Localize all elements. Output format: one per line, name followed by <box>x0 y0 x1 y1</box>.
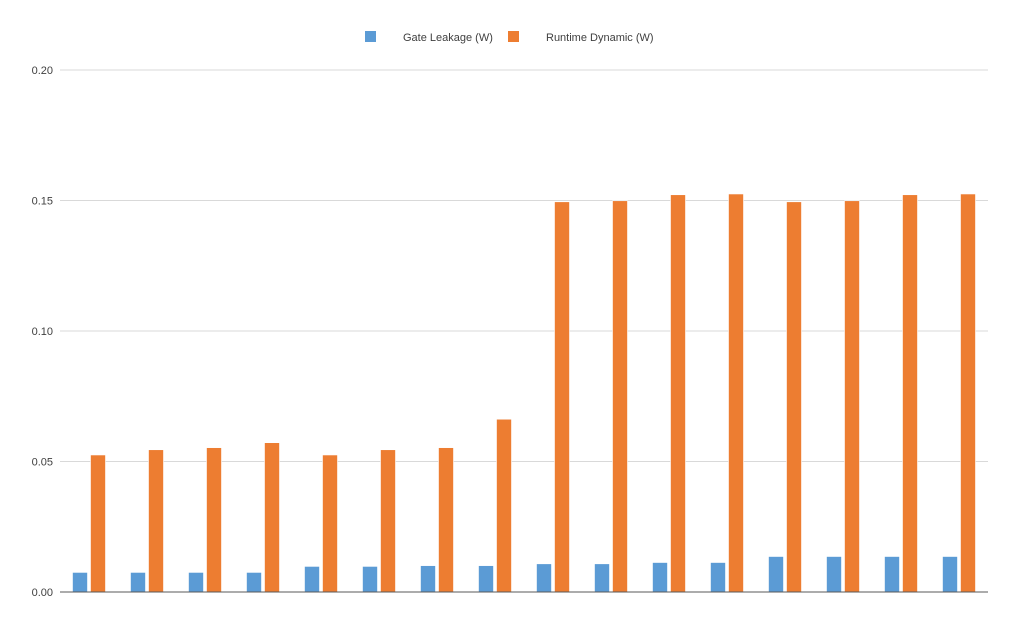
bars <box>72 193 976 593</box>
runtime-dynamic-bar <box>612 200 628 593</box>
y-tick-label: 0.20 <box>32 65 53 77</box>
y-tick-label: 0.00 <box>32 587 53 599</box>
gate-leakage-bar <box>478 565 494 593</box>
gridlines <box>60 69 988 462</box>
gate-leakage-bar <box>536 563 552 593</box>
runtime-dynamic-bar <box>844 200 860 593</box>
gate-leakage-bar <box>652 562 668 593</box>
runtime-dynamic-bar <box>90 454 106 593</box>
gate-leakage-bar <box>942 556 958 593</box>
legend-swatch-runtime-dynamic <box>508 31 519 42</box>
runtime-dynamic-bar <box>148 449 164 593</box>
gate-leakage-bar <box>768 556 784 593</box>
gate-leakage-bar <box>826 556 842 593</box>
runtime-dynamic-bar <box>264 442 280 593</box>
legend-swatch-gate-leakage <box>365 31 376 42</box>
gate-leakage-bar <box>420 565 436 593</box>
gate-leakage-bar <box>72 572 88 593</box>
gate-leakage-bar <box>710 562 726 593</box>
gate-leakage-bar <box>246 572 262 593</box>
gate-leakage-bar <box>130 572 146 593</box>
y-tick-label: 0.05 <box>32 457 53 469</box>
gate-leakage-bar <box>594 563 610 593</box>
runtime-dynamic-bar <box>322 454 338 593</box>
legend-label-runtime-dynamic: Runtime Dynamic (W) <box>546 32 654 44</box>
runtime-dynamic-bar <box>902 194 918 593</box>
runtime-dynamic-bar <box>960 193 976 593</box>
runtime-dynamic-bar <box>496 418 512 593</box>
runtime-dynamic-bar <box>380 449 396 593</box>
gate-leakage-bar <box>304 566 320 593</box>
runtime-dynamic-bar <box>670 194 686 593</box>
runtime-dynamic-bar <box>786 201 802 593</box>
runtime-dynamic-bar <box>206 447 222 593</box>
runtime-dynamic-bar <box>438 447 454 593</box>
runtime-dynamic-bar <box>554 201 570 593</box>
y-tick-label: 0.15 <box>32 196 53 208</box>
gate-leakage-bar <box>188 572 204 593</box>
gate-leakage-bar <box>884 556 900 593</box>
legend: Gate Leakage (W) Runtime Dynamic (W) <box>365 31 654 44</box>
legend-label-gate-leakage: Gate Leakage (W) <box>403 32 493 44</box>
runtime-dynamic-bar <box>728 193 744 593</box>
y-tick-label: 0.10 <box>32 326 53 338</box>
gate-leakage-bar <box>362 566 378 593</box>
y-axis-tick-labels: 0.00 0.05 0.10 0.15 0.20 <box>32 65 53 599</box>
